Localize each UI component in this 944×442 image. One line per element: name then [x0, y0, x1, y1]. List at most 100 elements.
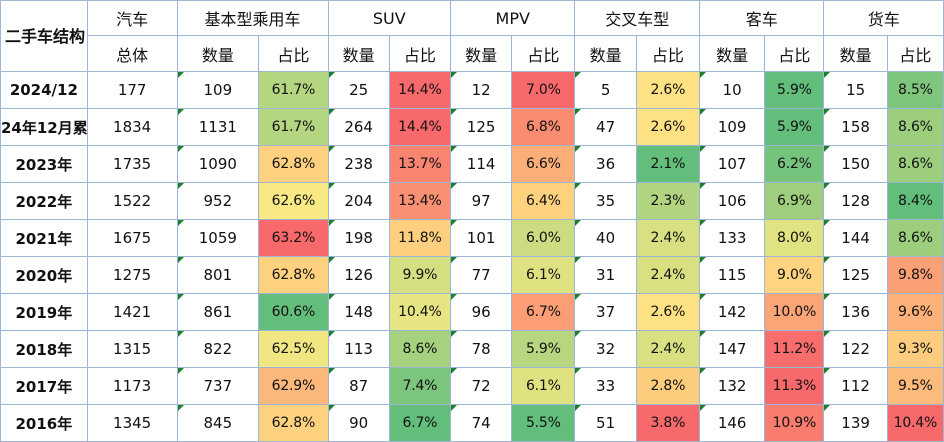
count-value: 1131 [198, 118, 237, 136]
count-value: 139 [841, 414, 870, 432]
count-cell: 264 [327, 108, 390, 146]
count-value: 106 [717, 192, 747, 210]
cell-flag-marker [824, 294, 831, 300]
count-cell: 90 [327, 404, 390, 442]
share-cell: 5.9% [764, 108, 825, 146]
count-cell: 115 [698, 256, 766, 294]
total-cell: 1345 [86, 404, 178, 442]
subheader-count: 数量 [449, 35, 513, 72]
cell-flag-marker [329, 405, 335, 411]
count-cell: 198 [327, 219, 390, 257]
count-cell: 40 [574, 219, 637, 257]
cell-flag-marker [451, 368, 457, 374]
cell-flag-marker [824, 109, 831, 115]
table-row: 2021年 1675 1059 63.2% 198 11.8% 101 6.0% 40 2.4% 1… [0, 219, 944, 257]
row-label: 2021年 [0, 219, 88, 257]
count-value: 132 [717, 377, 747, 395]
cell-flag-marker [824, 331, 831, 337]
cell-flag-marker [178, 294, 184, 300]
share-cell: 6.0% [511, 219, 576, 257]
cell-flag-marker [451, 183, 457, 189]
share-cell: 62.8% [258, 404, 329, 442]
count-cell: 37 [574, 293, 637, 331]
count-value: 801 [203, 266, 233, 284]
table-row: 2019年 1421 861 60.6% 148 10.4% 96 6.7% 37 2.6% 142… [0, 293, 944, 331]
cell-flag-marker [700, 368, 706, 374]
cell-flag-marker [824, 405, 831, 411]
subheader-total: 总体 [86, 35, 178, 72]
count-cell: 106 [698, 182, 766, 220]
count-value: 15 [846, 81, 866, 99]
count-cell: 36 [574, 145, 637, 183]
share-cell: 61.7% [258, 71, 329, 109]
share-cell: 62.8% [258, 256, 329, 294]
share-cell: 2.6% [635, 108, 700, 146]
count-value: 264 [344, 118, 373, 136]
share-cell: 7.4% [388, 367, 452, 405]
share-cell: 14.4% [388, 71, 452, 109]
cell-flag-marker [329, 257, 335, 263]
share-cell: 9.3% [886, 330, 944, 368]
row-label: 2016年 [0, 404, 88, 442]
cell-flag-marker [575, 368, 582, 374]
count-value: 158 [841, 118, 870, 136]
row-label: 2024/12 [0, 71, 88, 109]
share-cell: 8.6% [886, 219, 944, 257]
count-value: 822 [203, 340, 233, 358]
cell-flag-marker [575, 331, 582, 337]
count-value: 146 [717, 414, 747, 432]
subheader-share: 占比 [388, 35, 452, 72]
cell-flag-marker [178, 72, 184, 78]
group-header-mpv: MPV [449, 0, 576, 36]
share-cell: 13.4% [388, 182, 452, 220]
share-cell: 11.2% [764, 330, 825, 368]
cell-flag-marker [575, 146, 582, 152]
count-value: 112 [841, 377, 870, 395]
group-header-bus: 客车 [698, 0, 825, 36]
count-value: 1090 [198, 155, 237, 173]
count-cell: 107 [698, 145, 766, 183]
count-value: 36 [596, 155, 616, 173]
cell-flag-marker [575, 405, 582, 411]
share-cell: 10.0% [764, 293, 825, 331]
cell-flag-marker [329, 294, 335, 300]
share-cell: 13.7% [388, 145, 452, 183]
count-cell: 845 [176, 404, 260, 442]
count-cell: 47 [574, 108, 637, 146]
count-value: 25 [349, 81, 369, 99]
share-cell: 2.6% [635, 71, 700, 109]
cell-flag-marker [329, 109, 335, 115]
count-value: 101 [466, 229, 496, 247]
count-value: 144 [841, 229, 870, 247]
count-cell: 35 [574, 182, 637, 220]
count-value: 115 [717, 266, 747, 284]
share-cell: 6.4% [511, 182, 576, 220]
share-cell: 6.7% [388, 404, 452, 442]
cell-flag-marker [451, 294, 457, 300]
share-cell: 2.4% [635, 256, 700, 294]
count-cell: 72 [449, 367, 513, 405]
cell-flag-marker [824, 72, 831, 78]
count-value: 109 [203, 81, 233, 99]
subheader-count: 数量 [574, 35, 637, 72]
share-cell: 61.7% [258, 108, 329, 146]
total-cell: 1421 [86, 293, 178, 331]
cell-flag-marker [824, 368, 831, 374]
count-cell: 31 [574, 256, 637, 294]
share-cell: 6.6% [511, 145, 576, 183]
count-value: 136 [841, 303, 870, 321]
count-value: 128 [841, 192, 870, 210]
count-value: 74 [471, 414, 491, 432]
count-value: 96 [471, 303, 491, 321]
cell-flag-marker [178, 368, 184, 374]
count-value: 113 [344, 340, 373, 358]
count-cell: 126 [327, 256, 390, 294]
count-cell: 737 [176, 367, 260, 405]
cell-flag-marker [824, 183, 831, 189]
count-cell: 861 [176, 293, 260, 331]
table-row: 2016年 1345 845 62.8% 90 6.7% 74 5.5% 51 3.8% 146 10… [0, 404, 944, 442]
share-cell: 3.8% [635, 404, 700, 442]
count-cell: 78 [449, 330, 513, 368]
share-cell: 6.8% [511, 108, 576, 146]
